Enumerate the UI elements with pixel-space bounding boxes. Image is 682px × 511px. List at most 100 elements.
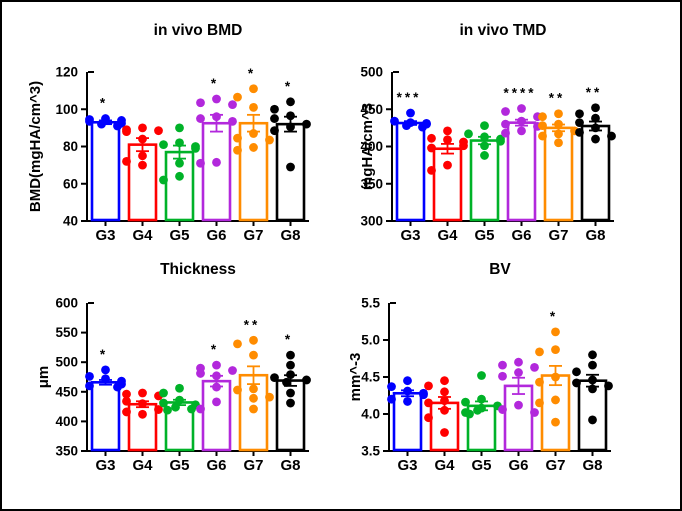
data-point [406,108,415,118]
y-tick-label: 4.0 [361,407,380,422]
data-point [473,405,482,415]
sig-stars: * [285,332,293,347]
category-label: G5 [169,457,189,474]
y-tick-label: 500 [360,65,383,80]
data-point [572,367,581,377]
sig-stars: * [100,96,108,111]
data-point [212,397,221,407]
data-point [101,365,110,375]
data-point [496,136,505,146]
data-point [191,143,200,153]
data-point [159,398,168,408]
sig-stars: **** [503,86,536,101]
data-point [607,131,616,141]
data-point [233,145,242,155]
data-point [122,407,131,417]
data-point [233,133,242,143]
data-point [249,102,258,112]
sig-stars: * [211,342,219,357]
y-tick-label: 450 [55,384,78,399]
category-label: G7 [243,227,263,244]
data-point [196,369,205,378]
data-point [418,122,427,132]
data-point [572,378,581,388]
data-point [138,160,147,170]
data-point [122,127,131,136]
data-point [228,366,237,375]
data-point [154,126,163,136]
category-label: G5 [474,227,494,244]
data-point [498,371,507,381]
data-point [554,119,563,129]
y-axis-label: μm [35,366,52,389]
data-point [551,395,560,405]
data-point [228,100,237,109]
sig-stars: * [550,309,558,324]
data-point [212,371,221,381]
data-point [588,360,597,370]
y-tick-label: 60 [63,176,78,191]
data-point [97,119,106,129]
data-point [175,383,184,393]
y-tick-label: 500 [55,355,78,370]
data-point [514,400,523,410]
chart-title-in-vivo-bmd: in vivo BMD [153,22,243,39]
data-point [461,397,470,407]
y-tick-label: 400 [360,139,383,154]
chart-canvas-bv: 3.5 4.0 4.5 5.0 5.5 mm^-3 G3 G4 G5 G6 G7 * G8 [347,296,613,474]
category-label: G7 [548,227,568,244]
data-point [501,107,510,116]
data-point [249,143,258,152]
data-point [249,335,258,345]
data-point [138,134,147,144]
data-point [588,375,597,385]
category-label: G8 [280,227,300,244]
data-point [212,382,221,392]
bar-g7 [238,121,269,222]
data-point [443,160,452,170]
data-point [480,121,489,131]
data-point [249,404,258,414]
data-point [196,114,205,123]
data-point [419,390,428,400]
chart-canvas-thickness: 350 400 450 500 550 600 μm G3 * G4 G5 G6 * G7 ** G8 * [35,296,311,474]
category-label: G4 [132,227,153,244]
sig-stars: * [248,66,256,81]
data-point [464,129,473,139]
data-point [286,350,295,360]
data-point [480,132,489,142]
data-point [477,371,486,380]
data-point [286,388,295,398]
data-point [554,109,563,119]
y-axis-label: mm^-3 [347,353,364,402]
data-point [154,405,163,414]
y-tick-label: 400 [55,414,78,429]
data-point [427,133,436,143]
category-label: G4 [437,227,458,244]
y-tick-label: 550 [55,325,78,340]
data-point [101,374,110,384]
sig-stars: ** [244,317,261,332]
data-point [575,109,584,119]
data-point [228,116,237,126]
y-tick-label: 3.5 [361,444,380,459]
data-point [591,113,600,123]
data-point [175,123,184,133]
data-point [517,104,526,113]
data-point [249,393,258,403]
data-point [138,399,147,409]
data-point [85,381,94,391]
y-tick-label: 350 [55,444,78,459]
data-point [113,382,122,392]
data-point [440,387,449,397]
data-point [138,151,147,161]
data-point [535,377,544,387]
bar-g6 [503,384,534,452]
y-tick-label: 4.5 [361,370,380,385]
data-point [440,396,449,406]
data-point [514,368,523,377]
data-point [265,135,274,145]
data-point [270,104,279,114]
